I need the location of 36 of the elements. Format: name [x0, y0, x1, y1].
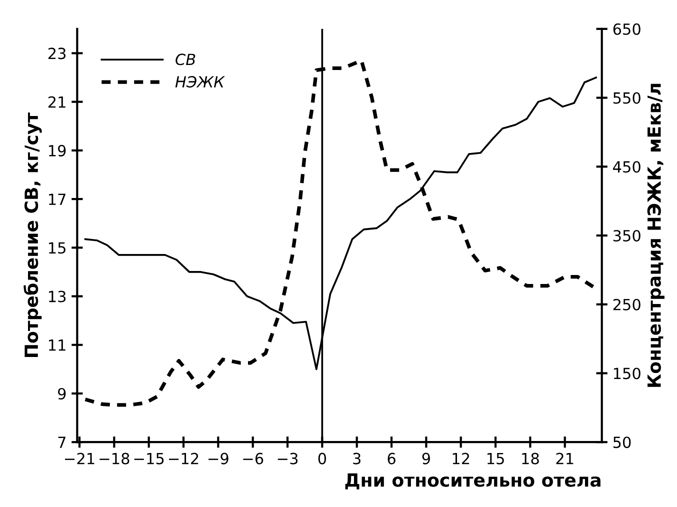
y2-tick-label: 350	[613, 230, 640, 242]
y2-tick-label: 150	[614, 368, 640, 380]
x-tick-label: 3	[353, 452, 360, 464]
y-tick-label: 17	[49, 194, 66, 205]
y-tick-label: 23	[48, 48, 66, 60]
x-tick-label: 9	[422, 452, 430, 464]
x-axis-title: Дни относительно отела	[345, 473, 600, 490]
x-tick-label: 0	[318, 452, 326, 464]
y-tick-label: 9	[58, 388, 66, 400]
x-tick-label: −21	[64, 452, 94, 464]
y-tick-label: 21	[48, 96, 66, 108]
x-tick-label: −18	[100, 452, 130, 464]
y-tick-label: 19	[49, 144, 66, 156]
y2-tick-label: 550	[613, 92, 640, 104]
y-tick-label: 7	[58, 436, 66, 448]
x-tick-label: 15	[487, 452, 504, 464]
legend-label: СВ	[176, 54, 196, 66]
x-tick-label: −15	[134, 452, 164, 464]
x-tick-label: −3	[278, 452, 298, 464]
x-tick-label: −9	[208, 452, 228, 464]
x-tick-label: −12	[168, 452, 198, 464]
y-tick-label: 15	[49, 242, 66, 254]
y2-tick-label: 450	[613, 161, 640, 173]
y2-tick-label: 650	[613, 23, 640, 35]
y2-tick-label: 50	[613, 436, 631, 448]
x-tick-label: −6	[243, 452, 264, 464]
y2-axis-title: Концентрация НЭЖК, мЕкв/л	[647, 84, 664, 387]
legend-label: НЭЖК	[175, 76, 225, 88]
x-tick-label: 18	[522, 452, 539, 464]
x-tick-label: 6	[388, 452, 396, 464]
y2-tick-label: 250	[613, 298, 640, 310]
y-tick-label: 13	[49, 290, 66, 302]
y-axis-title: Потребление СВ, кг/сут	[24, 112, 42, 357]
y-tick-label: 11	[49, 340, 66, 351]
x-tick-label: 12	[452, 452, 470, 464]
x-tick-label: 21	[556, 452, 574, 464]
